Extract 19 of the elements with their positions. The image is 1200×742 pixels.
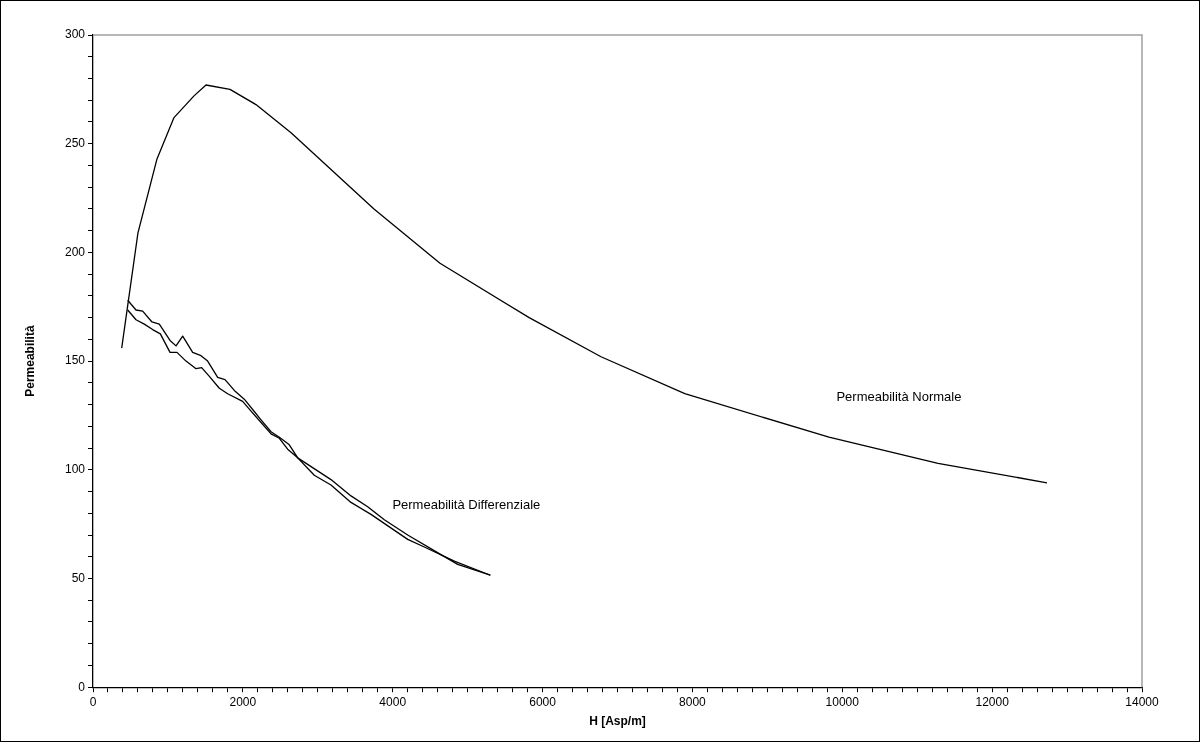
x-tick-label: 6000: [529, 694, 557, 709]
series-label: Permeabilità Differenziale: [392, 497, 541, 513]
y-tick-label: 100: [64, 462, 86, 477]
y-tick-label: 0: [78, 679, 86, 694]
y-tick-label: 50: [71, 570, 86, 585]
y-tick-label: 300: [64, 27, 86, 42]
x-tick-label: 2000: [229, 694, 257, 709]
x-tick-label: 4000: [379, 694, 407, 709]
x-axis-title: H [Asp/m]: [589, 714, 646, 729]
x-tick-label: 8000: [679, 694, 707, 709]
y-tick-label: 200: [64, 244, 86, 259]
y-tick-label: 250: [64, 136, 86, 151]
x-tick-label: 0: [89, 694, 97, 709]
x-tick-label: 12000: [975, 694, 1010, 709]
x-tick-label: 10000: [825, 694, 860, 709]
text: Permeabilità Normale: [836, 388, 962, 404]
y-axis-title: Permeabilità: [22, 325, 37, 397]
y-tick-label: 150: [64, 353, 86, 368]
x-tick-label: 14000: [1125, 694, 1160, 709]
